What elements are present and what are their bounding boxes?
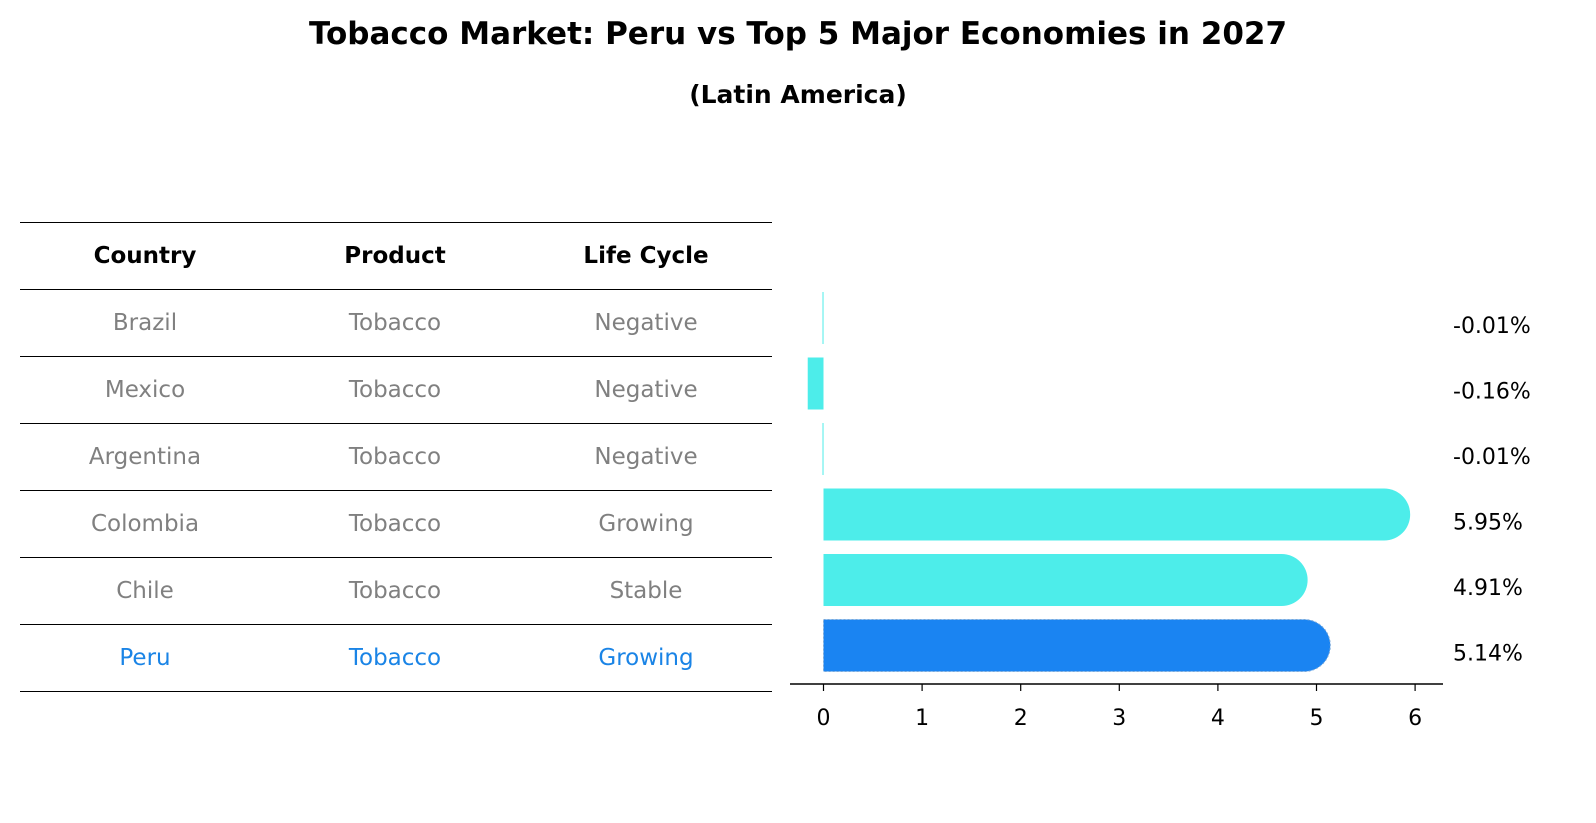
header-product: Product <box>344 243 446 269</box>
table-row: Argentina Tobacco Negative <box>20 423 772 490</box>
country-cell: Brazil <box>112 310 178 336</box>
life-cycle-cell: Growing <box>598 645 694 671</box>
x-tick-label: 3 <box>1112 706 1126 731</box>
x-tick-label: 2 <box>1014 706 1028 731</box>
chart-title: Tobacco Market: Peru vs Top 5 Major Econ… <box>308 16 1288 52</box>
value-label: 5.95% <box>1453 511 1523 536</box>
country-cell: Chile <box>116 578 174 604</box>
bar-mexico <box>807 357 824 410</box>
table-row: Chile Tobacco Stable <box>20 557 772 624</box>
table-header-row: Country Product Life Cycle <box>20 222 772 289</box>
header-life-cycle: Life Cycle <box>583 243 709 269</box>
x-tick-label: 0 <box>817 706 831 731</box>
value-label: -0.01% <box>1453 314 1531 339</box>
x-tick-label: 5 <box>1310 706 1324 731</box>
value-label: -0.16% <box>1453 380 1531 405</box>
product-cell: Tobacco <box>348 377 442 403</box>
table-row: Brazil Tobacco Negative <box>20 289 772 356</box>
product-cell: Tobacco <box>348 511 442 537</box>
bar-argentina <box>822 423 824 475</box>
value-label: -0.01% <box>1453 445 1531 470</box>
chart-subtitle: (Latin America) <box>689 80 907 109</box>
x-tick-label: 1 <box>915 706 929 731</box>
bar-chart-svg: -0.01% -0.16% -0.01% 5.95% 4.91% 5.14% 0 1 2 3 4 5 6 <box>782 292 1531 731</box>
life-cycle-cell: Negative <box>594 444 698 470</box>
life-cycle-cell: Negative <box>594 310 698 336</box>
product-cell: Tobacco <box>348 578 442 604</box>
bar-brazil <box>822 292 824 344</box>
bar-colombia <box>823 488 1411 541</box>
table-row: Mexico Tobacco Negative <box>20 356 772 423</box>
life-cycle-cell: Growing <box>598 511 694 537</box>
country-cell: Colombia <box>90 511 200 537</box>
bar-peru <box>823 619 1331 672</box>
country-cell: Argentina <box>88 444 202 470</box>
country-table: Country Product Life Cycle Brazil Tobacc… <box>20 222 772 692</box>
x-tick-label: 6 <box>1408 706 1422 731</box>
product-cell: Tobacco <box>348 645 442 671</box>
product-cell: Tobacco <box>348 444 442 470</box>
country-cell: Peru <box>119 645 171 671</box>
header-country: Country <box>93 243 197 269</box>
value-label: 4.91% <box>1453 576 1523 601</box>
x-tick-label: 4 <box>1211 706 1225 731</box>
country-cell: Mexico <box>104 377 186 403</box>
bar-chart: -0.01% -0.16% -0.01% 5.95% 4.91% 5.14% 0 1 2 3 4 5 6 <box>782 280 1580 774</box>
product-cell: Tobacco <box>348 310 442 336</box>
table-row-highlighted: Peru Tobacco Growing <box>20 624 772 692</box>
bar-chile <box>823 554 1308 606</box>
value-label: 5.14% <box>1453 642 1523 667</box>
life-cycle-cell: Negative <box>594 377 698 403</box>
table-row: Colombia Tobacco Growing <box>20 490 772 557</box>
life-cycle-cell: Stable <box>609 578 683 604</box>
